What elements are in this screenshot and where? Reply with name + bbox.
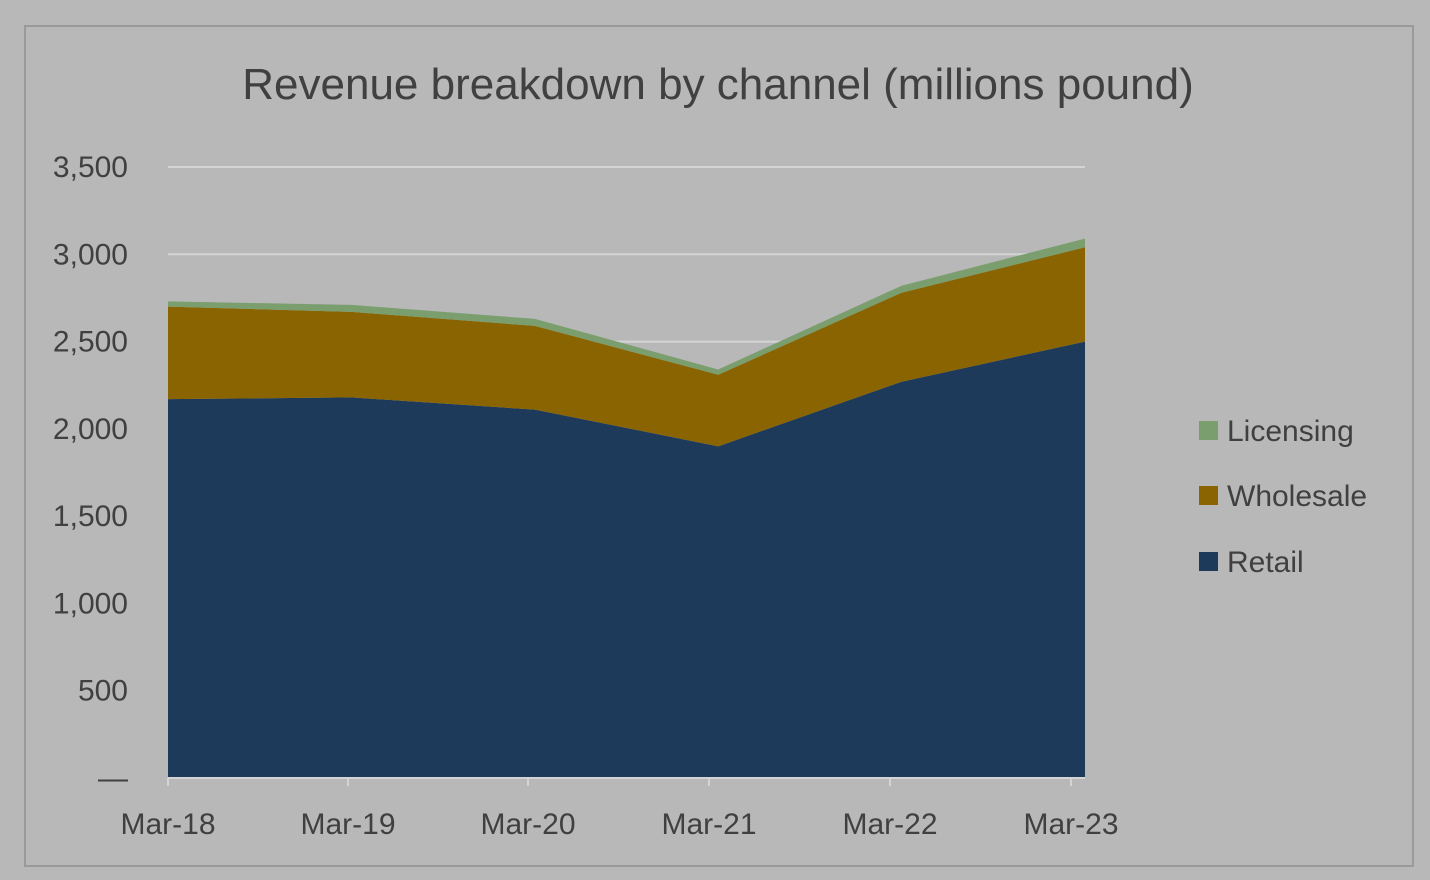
x-tick-label: Mar-22 <box>842 808 937 841</box>
y-tick-label: 3,500 <box>53 151 128 184</box>
x-tick-label: Mar-18 <box>120 808 215 841</box>
legend-swatch-licensing <box>1199 421 1218 440</box>
x-tick-label: Mar-20 <box>480 808 575 841</box>
area-retail <box>168 341 1085 778</box>
y-axis: — 500 1,000 1,500 2,000 2,500 3,000 3,500 <box>53 151 128 795</box>
y-tick-label: 2,500 <box>53 326 128 359</box>
y-tick-label: 1,000 <box>53 587 128 620</box>
x-axis: Mar-18 Mar-19 Mar-20 Mar-21 Mar-22 Mar-23 <box>120 777 1119 841</box>
chart-border <box>24 25 1414 867</box>
legend-swatch-retail <box>1199 552 1218 571</box>
area-wholesale <box>168 247 1085 447</box>
x-tick-label: Mar-19 <box>300 808 395 841</box>
x-tick-label: Mar-21 <box>661 808 756 841</box>
y-tick-label: 3,000 <box>53 238 128 271</box>
chart-title: Revenue breakdown by channel (millions p… <box>242 60 1194 109</box>
y-tick-label: 1,500 <box>53 500 128 533</box>
area-licensing <box>168 238 1085 375</box>
y-tick-label: 2,000 <box>53 413 128 446</box>
area-series <box>168 238 1085 778</box>
legend-swatch-wholesale <box>1199 486 1218 505</box>
y-tick-label: 500 <box>78 675 128 708</box>
legend-label-licensing: Licensing <box>1227 415 1354 448</box>
legend-label-wholesale: Wholesale <box>1227 480 1367 513</box>
legend: Licensing Wholesale Retail <box>1199 415 1367 579</box>
legend-label-retail: Retail <box>1227 546 1304 579</box>
x-tick-label: Mar-23 <box>1023 808 1118 841</box>
y-tick-label: — <box>98 762 128 795</box>
